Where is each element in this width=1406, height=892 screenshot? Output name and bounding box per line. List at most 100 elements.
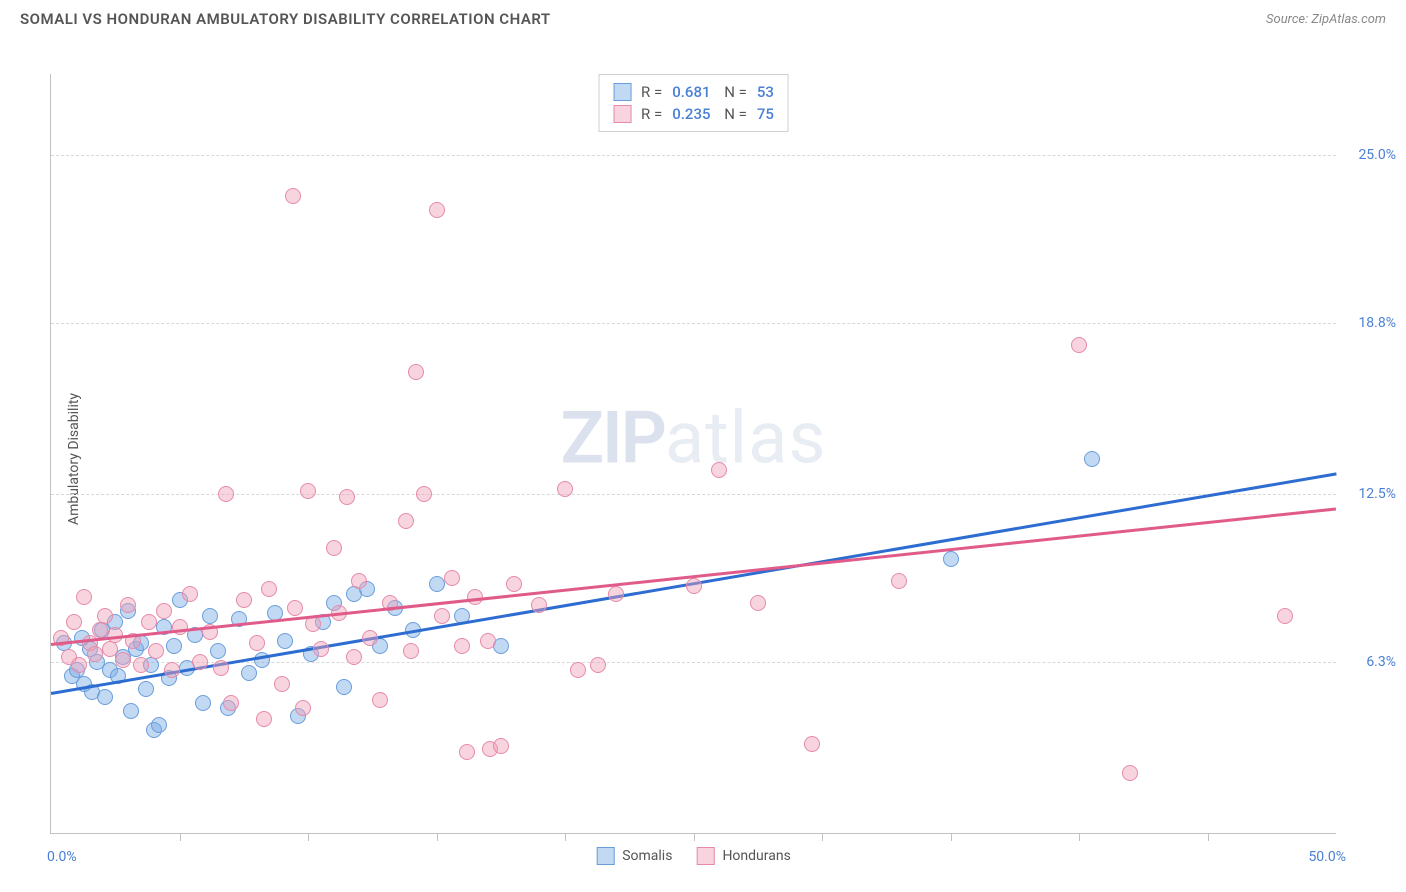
watermark-bold: ZIP [560,396,664,481]
data-point [570,662,586,678]
data-point [76,589,92,605]
data-point [711,462,727,478]
data-point [138,681,154,697]
data-point [339,489,355,505]
data-point [557,481,573,497]
data-point [1122,765,1138,781]
swatch-hondurans [613,105,631,123]
data-point [313,641,329,657]
chart-title: SOMALI VS HONDURAN AMBULATORY DISABILITY… [20,10,551,28]
data-point [305,616,321,632]
chart-container: Ambulatory Disability ZIPatlas R = 0.681… [0,34,1406,884]
data-point [141,614,157,630]
x-tick [565,833,566,841]
legend-label: Hondurans [722,848,790,864]
r-value-hondurans: 0.235 [672,105,710,123]
data-point [416,486,432,502]
data-point [434,608,450,624]
data-point [444,570,460,586]
x-min-label: 0.0% [47,849,77,865]
x-tick [951,833,952,841]
data-point [506,576,522,592]
data-point [120,597,136,613]
data-point [398,513,414,529]
x-tick [822,833,823,841]
data-point [223,695,239,711]
data-point [249,635,265,651]
r-label: R = [641,83,662,101]
trend-line [51,508,1336,646]
data-point [71,657,87,673]
legend-row-hondurans: R = 0.235 N = 75 [613,103,774,125]
data-point [326,540,342,556]
data-point [300,483,316,499]
plot-area: ZIPatlas R = 0.681 N = 53 R = 0.235 N = … [50,74,1336,834]
data-point [429,576,445,592]
series-legend: Somalis Hondurans [596,847,791,865]
data-point [133,657,149,673]
y-tick-label: 18.8% [1341,315,1396,331]
y-tick-label: 25.0% [1341,147,1396,163]
data-point [454,638,470,654]
swatch-somalis [613,83,631,101]
data-point [336,679,352,695]
y-tick-label: 12.5% [1341,486,1396,502]
data-point [351,573,367,589]
data-point [156,603,172,619]
legend-item-hondurans: Hondurans [696,847,790,865]
n-label: N = [721,83,747,101]
data-point [195,695,211,711]
data-point [148,643,164,659]
data-point [1084,451,1100,467]
data-point [87,646,103,662]
watermark-light: atlas [665,396,827,481]
watermark: ZIPatlas [560,396,826,481]
data-point [261,581,277,597]
x-tick [1208,833,1209,841]
data-point [97,689,113,705]
data-point [202,608,218,624]
data-point [115,652,131,668]
x-tick [437,833,438,841]
gridline [51,155,1336,156]
data-point [218,486,234,502]
n-label: N = [721,105,747,123]
data-point [686,578,702,594]
x-tick [308,833,309,841]
data-point [123,703,139,719]
data-point [372,692,388,708]
data-point [192,654,208,670]
x-tick [694,833,695,841]
data-point [943,551,959,567]
data-point [287,600,303,616]
x-tick [180,833,181,841]
data-point [403,643,419,659]
data-point [97,608,113,624]
data-point [164,662,180,678]
data-point [891,573,907,589]
gridline [51,494,1336,495]
data-point [1071,337,1087,353]
data-point [346,649,362,665]
data-point [750,595,766,611]
n-value-somalis: 53 [757,83,774,101]
data-point [590,657,606,673]
data-point [480,633,496,649]
x-tick [1079,833,1080,841]
data-point [182,586,198,602]
swatch-icon [696,847,714,865]
data-point [285,188,301,204]
data-point [66,614,82,630]
data-point [459,744,475,760]
data-point [1277,608,1293,624]
data-point [429,202,445,218]
legend-item-somalis: Somalis [596,847,672,865]
data-point [608,586,624,602]
n-value-hondurans: 75 [757,105,774,123]
data-point [166,638,182,654]
data-point [213,660,229,676]
r-value-somalis: 0.681 [672,83,710,101]
data-point [256,711,272,727]
x-max-label: 50.0% [1308,849,1346,865]
legend-label: Somalis [622,848,672,864]
